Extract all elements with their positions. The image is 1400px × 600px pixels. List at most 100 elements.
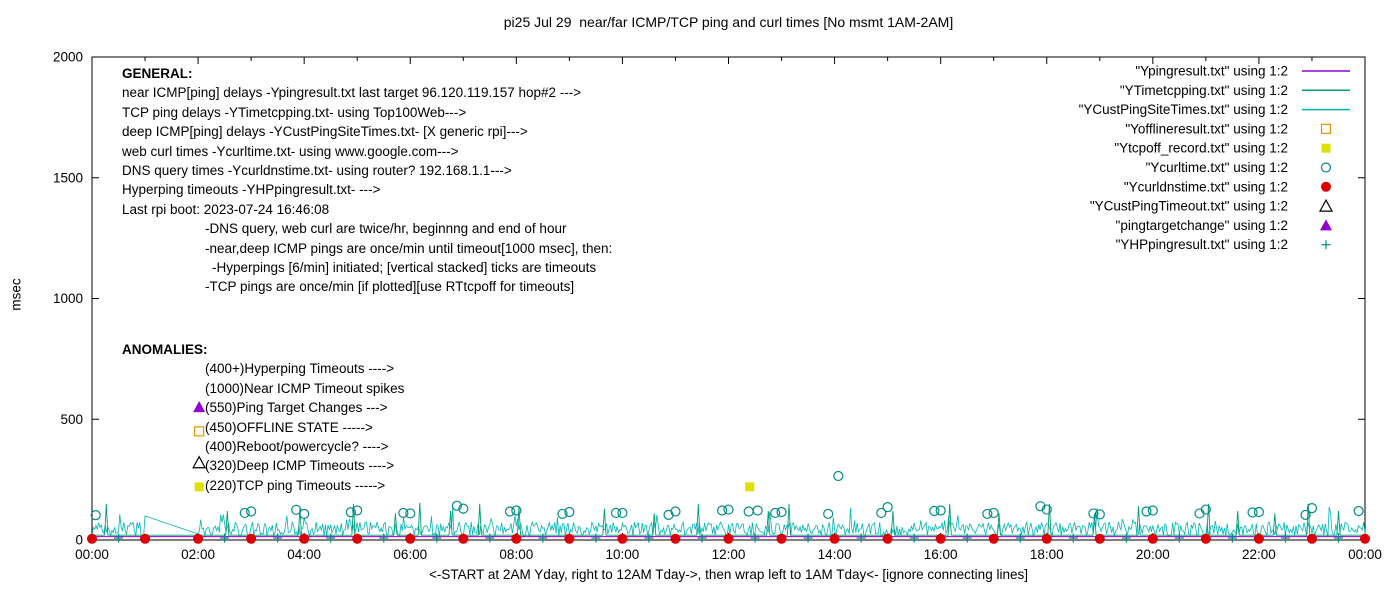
dns-time-point bbox=[511, 533, 522, 544]
legend-label: "Ycurldnstime.txt" using 1:2 bbox=[1124, 179, 1288, 194]
annotation-heading: GENERAL: bbox=[122, 66, 193, 81]
legend-label: "YHPpingresult.txt" using 1:2 bbox=[1116, 237, 1288, 252]
dns-time-point bbox=[882, 533, 893, 544]
curl-time-point bbox=[743, 506, 754, 517]
dns-time-point bbox=[564, 533, 575, 544]
x-tick-label: 18:00 bbox=[1030, 547, 1064, 562]
x-tick-label: 08:00 bbox=[499, 547, 533, 562]
curl-time-point bbox=[1300, 509, 1311, 520]
annotation-heading: ANOMALIES: bbox=[122, 342, 208, 357]
curl-time-point bbox=[717, 505, 728, 516]
annotation-line: TCP ping delays -YTimetcpping.txt- using… bbox=[122, 104, 467, 120]
curl-time-point bbox=[405, 508, 416, 519]
curl-time-point bbox=[246, 506, 257, 517]
curl-time-point bbox=[90, 510, 101, 521]
x-tick-label: 06:00 bbox=[393, 547, 427, 562]
legend-label: "Ycurltime.txt" using 1:2 bbox=[1146, 160, 1288, 175]
x-tick-label: 22:00 bbox=[1242, 547, 1276, 562]
y-tick-label: 0 bbox=[75, 533, 83, 548]
dns-time-point bbox=[140, 533, 151, 544]
x-tick-label: 10:00 bbox=[606, 547, 640, 562]
curl-time-point bbox=[1247, 507, 1258, 518]
annotation-line: (1000)Near ICMP Timeout spikes bbox=[205, 380, 405, 396]
dns-time-point bbox=[405, 533, 416, 544]
curl-time-point bbox=[291, 504, 302, 515]
annotation-line: -near,deep ICMP pings are once/min until… bbox=[205, 240, 613, 256]
curl-time-point bbox=[1041, 504, 1052, 515]
curl-time-point bbox=[239, 507, 250, 519]
anomaly-marker-triangle-open bbox=[192, 455, 207, 469]
legend-sample-triangle-filled bbox=[1320, 219, 1332, 231]
anomaly-marker-triangle-filled bbox=[193, 401, 206, 413]
curl-time-point bbox=[1035, 501, 1046, 512]
curl-time-point bbox=[988, 507, 999, 519]
x-tick-label: 20:00 bbox=[1136, 547, 1170, 562]
curl-time-point bbox=[398, 507, 409, 519]
dns-time-point bbox=[193, 533, 204, 544]
curl-time-point bbox=[982, 508, 993, 520]
tcpoff-record-point bbox=[745, 482, 755, 492]
legend-label: "pingtargetchange" using 1:2 bbox=[1116, 218, 1288, 233]
dns-time-point bbox=[935, 533, 946, 544]
annotation-line: (550)Ping Target Changes ---> bbox=[205, 400, 388, 416]
x-tick-label: 00:00 bbox=[75, 547, 109, 562]
curl-time-point bbox=[935, 505, 946, 516]
dns-time-point bbox=[1306, 533, 1317, 544]
curl-time-point bbox=[352, 505, 363, 516]
tcp-ping-series-line bbox=[92, 502, 1365, 536]
curl-time-point bbox=[723, 504, 734, 515]
dns-time-point bbox=[776, 533, 787, 544]
annotation-line: (220)TCP ping Timeouts -----> bbox=[205, 477, 386, 493]
general-annotations: GENERAL: near ICMP[ping] delays -Ypingres… bbox=[122, 64, 612, 297]
annotation-line: -TCP pings are once/min [if plotted][use… bbox=[205, 279, 575, 295]
y-tick-label: 2000 bbox=[53, 50, 83, 65]
annotation-line: Last rpi boot: 2023-07-24 16:46:08 bbox=[122, 201, 330, 217]
annotation-line: (450)OFFLINE STATE -----> bbox=[205, 419, 373, 435]
dns-time-point bbox=[723, 533, 734, 544]
dns-time-point bbox=[299, 533, 310, 544]
curl-time-point bbox=[833, 470, 844, 482]
dns-time-point bbox=[1360, 533, 1370, 544]
dns-time-point bbox=[246, 533, 257, 544]
y-tick-label: 500 bbox=[60, 412, 83, 427]
legend-sample-circle-open bbox=[1320, 162, 1332, 173]
dns-time-point bbox=[988, 533, 999, 544]
chart-title: pi25 Jul 29 near/far ICMP/TCP ping and c… bbox=[503, 14, 954, 30]
annotation-line: DNS query times -Ycurldnstime.txt- using… bbox=[122, 163, 512, 179]
curl-time-point bbox=[345, 507, 356, 518]
curl-time-point bbox=[617, 507, 628, 519]
dns-time-point bbox=[617, 533, 628, 544]
curl-time-point bbox=[458, 503, 469, 514]
annotation-line: (320)Deep ICMP Timeouts ----> bbox=[205, 458, 395, 474]
dns-time-point bbox=[1147, 533, 1158, 544]
curl-time-point bbox=[882, 502, 893, 513]
curl-time-point bbox=[564, 506, 575, 518]
curl-time-point bbox=[670, 506, 681, 517]
dns-time-point bbox=[670, 533, 681, 544]
legend-sample-square-filled bbox=[1321, 143, 1331, 153]
curl-time-point bbox=[1353, 505, 1364, 517]
dns-time-point bbox=[829, 533, 840, 544]
curl-time-point bbox=[876, 507, 887, 519]
annotation-line: Hyperping timeouts -YHPpingresult.txt- -… bbox=[122, 182, 381, 198]
curl-time-point bbox=[504, 506, 516, 517]
curl-time-point bbox=[770, 507, 781, 519]
x-tick-label: 12:00 bbox=[712, 547, 746, 562]
dns-time-point bbox=[87, 533, 97, 544]
y-tick-label: 1000 bbox=[53, 291, 83, 306]
curl-time-point bbox=[610, 507, 622, 519]
curl-time-point bbox=[776, 506, 787, 518]
annotation-line: (400+)Hyperping Timeouts ----> bbox=[205, 361, 395, 377]
x-tick-label: 00:00 bbox=[1348, 547, 1382, 562]
curl-time-point bbox=[823, 508, 834, 520]
x-tick-label: 16:00 bbox=[924, 547, 958, 562]
legend-label: "YCustPingTimeout.txt" using 1:2 bbox=[1090, 199, 1288, 214]
legend-label: "YCustPingSiteTimes.txt" using 1:2 bbox=[1079, 102, 1288, 117]
curl-time-point bbox=[451, 500, 463, 511]
dns-time-point bbox=[352, 533, 363, 544]
legend-sample-square-open bbox=[1320, 123, 1332, 135]
legend-sample-circle-filled bbox=[1321, 181, 1331, 192]
curl-time-point bbox=[511, 505, 522, 516]
